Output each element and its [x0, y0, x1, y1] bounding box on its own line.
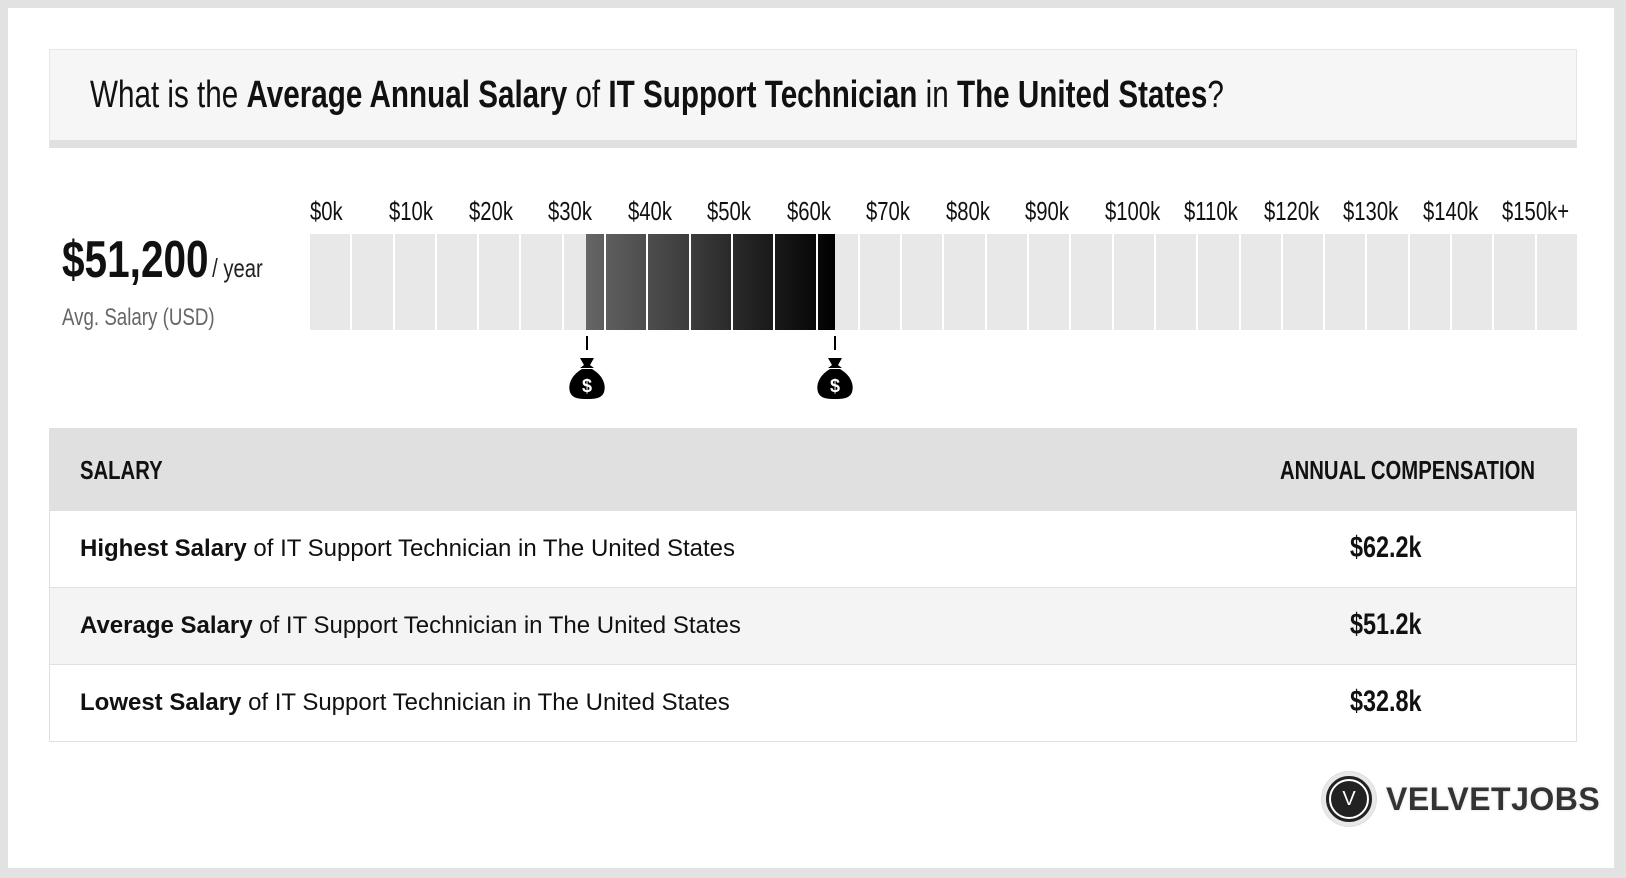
- bar-fill: [648, 234, 689, 330]
- bar-segment: [1409, 234, 1451, 330]
- tick-label: $40k: [627, 196, 672, 226]
- average-unit: / year: [212, 253, 263, 283]
- bar-segment: [563, 234, 605, 330]
- bar-segment: [394, 234, 435, 330]
- amount: $32.8k: [1350, 685, 1422, 718]
- header-compensation: ANNUAL COMPENSATION: [1280, 455, 1536, 485]
- tick-label: $140k: [1422, 196, 1478, 226]
- table-row: Average Salary of IT Support Technician …: [50, 587, 1576, 664]
- tick-label: $30k: [548, 196, 593, 226]
- average-label: Avg. Salary (USD): [62, 304, 215, 331]
- question-title: What is the Average Annual Salary of IT …: [90, 74, 1224, 116]
- bar-fill: [606, 234, 647, 330]
- bar-segment: [1240, 234, 1281, 330]
- bar-segment: [1198, 234, 1239, 330]
- bar-segment: [606, 234, 647, 330]
- svg-text:$: $: [582, 376, 592, 396]
- bar-segment: [310, 234, 351, 330]
- header-salary: SALARY: [80, 455, 163, 485]
- tick-label: $0k: [310, 196, 343, 226]
- bar-segment: [1155, 234, 1197, 330]
- bar-fill: [690, 234, 731, 330]
- bar-segment: [902, 234, 943, 330]
- tick-label: $70k: [866, 196, 911, 226]
- question-header: What is the Average Annual Salary of IT …: [49, 49, 1577, 148]
- tick-label: $130k: [1343, 196, 1399, 226]
- bar-fill: [586, 234, 605, 330]
- bar-segment: [1367, 234, 1408, 330]
- table-row: Highest Salary of IT Support Technician …: [50, 510, 1576, 587]
- salary-table: SALARY ANNUAL COMPENSATION Highest Salar…: [49, 428, 1577, 742]
- bar-segment: [1282, 234, 1324, 330]
- bar-fill: [775, 234, 816, 330]
- average-salary: $51,200 / year: [62, 230, 319, 290]
- bar-segment: [1325, 234, 1366, 330]
- bar-segment: [479, 234, 520, 330]
- bar-segment: [1452, 234, 1493, 330]
- amount: $62.2k: [1350, 531, 1422, 564]
- bar-segment: [1029, 234, 1070, 330]
- bar-segment: [648, 234, 689, 330]
- tick-label: $60k: [786, 196, 831, 226]
- table-header: SALARY ANNUAL COMPENSATION: [50, 429, 1576, 510]
- tick-label: $100k: [1104, 196, 1160, 226]
- bar-segment: [775, 234, 816, 330]
- bar-segment: [817, 234, 858, 330]
- bar-segment: [690, 234, 731, 330]
- tick-label: $10k: [389, 196, 434, 226]
- bar-segment: [352, 234, 393, 330]
- velvetjobs-logo: V VELVETJOBS: [1322, 772, 1600, 826]
- bar-fill: [817, 234, 836, 330]
- salary-marker: $: [567, 336, 607, 405]
- amount: $51.2k: [1350, 608, 1422, 641]
- bar-segment: [859, 234, 901, 330]
- tick-label: $80k: [945, 196, 990, 226]
- bar-segment: [944, 234, 985, 330]
- salary-marker: $: [815, 336, 855, 405]
- bar-segment: [436, 234, 478, 330]
- tick-label: $90k: [1025, 196, 1070, 226]
- table-row: Lowest Salary of IT Support Technician i…: [50, 664, 1576, 741]
- tick-label: $110k: [1184, 196, 1238, 226]
- salary-range-bar: [310, 234, 1577, 330]
- svg-text:$: $: [830, 376, 840, 396]
- bar-segment: [1494, 234, 1535, 330]
- bar-segment: [521, 234, 562, 330]
- average-value: $51,200: [62, 231, 209, 289]
- tick-label: $150k+: [1502, 196, 1570, 226]
- bar-segment: [732, 234, 774, 330]
- money-bag-icon: $: [569, 358, 605, 399]
- bar-segment: [1113, 234, 1154, 330]
- tick-labels: $0k $10k $20k $30k $40k $50k $60k $70k $80k $90k $…: [310, 196, 1585, 226]
- tick-label: $20k: [468, 196, 513, 226]
- tick-label: $120k: [1263, 196, 1319, 226]
- frame: What is the Average Annual Salary of IT …: [8, 8, 1614, 868]
- bar-segment: [986, 234, 1028, 330]
- bar-segment: [1071, 234, 1112, 330]
- bar-segment: [1536, 234, 1577, 330]
- tick-label: $50k: [707, 196, 752, 226]
- money-bag-icon: $: [817, 358, 854, 399]
- bar-fill: [732, 234, 774, 330]
